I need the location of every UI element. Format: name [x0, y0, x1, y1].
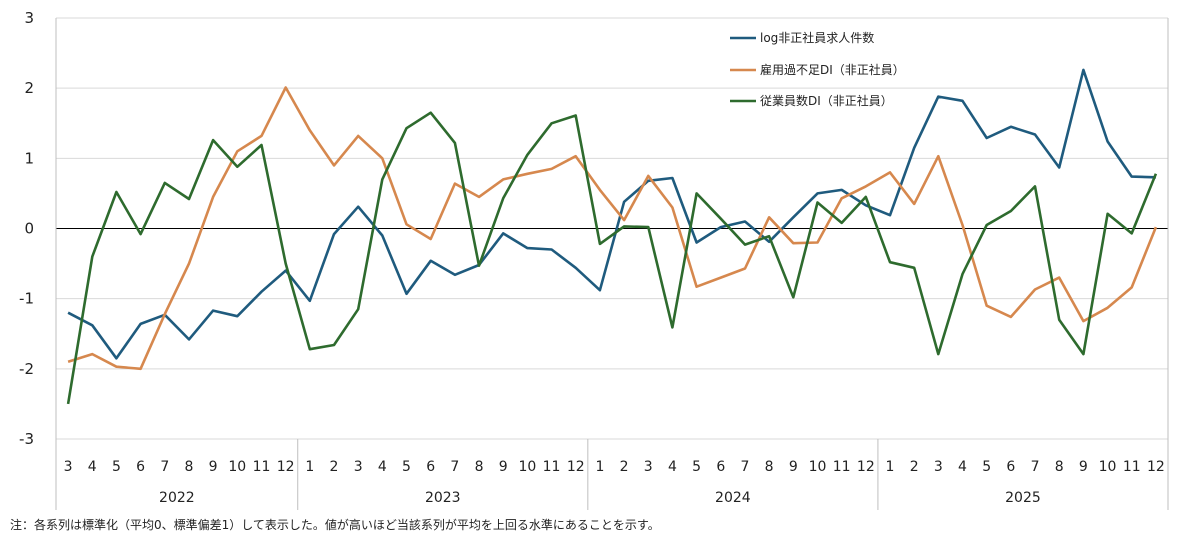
- x-tick-label: 4: [88, 459, 97, 475]
- x-tick-label: 3: [934, 459, 943, 475]
- x-tick-label: 10: [809, 459, 827, 475]
- x-tick-label: 8: [184, 459, 193, 475]
- x-tick-label: 7: [160, 459, 169, 475]
- x-tick-label: 9: [1079, 459, 1088, 475]
- x-tick-label: 1: [305, 459, 314, 475]
- x-tick-label: 3: [64, 459, 73, 475]
- series-line-1: [67, 68, 1156, 360]
- y-tick-label: 2: [24, 79, 34, 97]
- x-tick-label: 1: [595, 459, 604, 475]
- legend-entry: 雇用過不足DI（非正社員）: [760, 62, 905, 77]
- x-tick-label: 6: [426, 459, 435, 475]
- y-tick-label: -2: [19, 360, 34, 378]
- gridlines: [56, 17, 1168, 440]
- x-tick-label: 5: [982, 459, 991, 475]
- x-tick-label: 11: [1123, 459, 1141, 475]
- x-tick-label: 9: [499, 459, 508, 475]
- x-tick-label: 9: [209, 459, 218, 475]
- x-tick-label: 11: [543, 459, 561, 475]
- x-tick-label: 8: [1055, 459, 1064, 475]
- x-tick-label: 12: [1147, 459, 1165, 475]
- y-tick-label: 0: [24, 220, 34, 238]
- year-label: 2024: [715, 490, 751, 506]
- x-tick-label: 8: [765, 459, 774, 475]
- x-tick-label: 7: [1031, 459, 1040, 475]
- x-tick-label: 12: [567, 459, 585, 475]
- x-tick-label: 10: [228, 459, 246, 475]
- x-tick-label: 2: [330, 459, 339, 475]
- x-tick-label: 1: [886, 459, 895, 475]
- legend-entry: 従業員数DI（非正社員）: [760, 93, 893, 108]
- y-tick-label: 3: [24, 9, 34, 27]
- x-tick-label: 11: [833, 459, 851, 475]
- x-tick-label: 10: [1099, 459, 1117, 475]
- x-tick-label: 6: [1006, 459, 1015, 475]
- x-tick-label: 4: [668, 459, 677, 475]
- y-tick-label: -1: [19, 290, 34, 308]
- y-tick-label: -3: [19, 430, 34, 448]
- series-line-3: [66, 111, 1158, 405]
- x-tick-label: 12: [857, 459, 875, 475]
- x-tick-label: 5: [112, 459, 121, 475]
- y-tick-label: 1: [24, 149, 34, 167]
- x-tick-label: 9: [789, 459, 798, 475]
- year-label: 2023: [425, 490, 461, 506]
- x-tick-label: 11: [253, 459, 271, 475]
- x-tick-label: 8: [475, 459, 484, 475]
- year-label: 2025: [1005, 490, 1041, 506]
- x-tick-label: 7: [450, 459, 459, 475]
- x-tick-label: 4: [958, 459, 967, 475]
- axes: [55, 18, 1169, 510]
- x-tick-label: 2: [620, 459, 629, 475]
- x-tick-label: 7: [740, 459, 749, 475]
- x-tick-label: 2: [910, 459, 919, 475]
- x-tick-label: 3: [354, 459, 363, 475]
- x-tick-label: 5: [692, 459, 701, 475]
- x-tick-label: 4: [378, 459, 387, 475]
- x-axis-month-ticks: 3 4 5 6 7 8 9 10 11 12 1 2 3 4 5 6 7 8 9 10 11 12 1 2 3 4 5 6 7 8 9 10 1…: [64, 459, 1165, 475]
- x-axis-year-groups: 2022 2023 2024 2025: [159, 439, 1041, 510]
- footnote: 注：各系列は標準化（平均0、標準偏差1）して表示した。値が高いほど当該系列が平均…: [10, 518, 660, 532]
- x-tick-label: 6: [136, 459, 145, 475]
- year-label: 2022: [159, 490, 195, 506]
- x-tick-label: 3: [644, 459, 653, 475]
- x-tick-label: 6: [716, 459, 725, 475]
- legend-entry: log非正社員求人件数: [760, 30, 874, 45]
- series-lines: [66, 68, 1158, 405]
- y-axis-ticks: 3 2 1 0 -1 -2 -3: [19, 9, 34, 448]
- x-tick-label: 12: [277, 459, 295, 475]
- x-tick-label: 5: [402, 459, 411, 475]
- series-line-2: [67, 86, 1158, 371]
- x-tick-label: 10: [518, 459, 536, 475]
